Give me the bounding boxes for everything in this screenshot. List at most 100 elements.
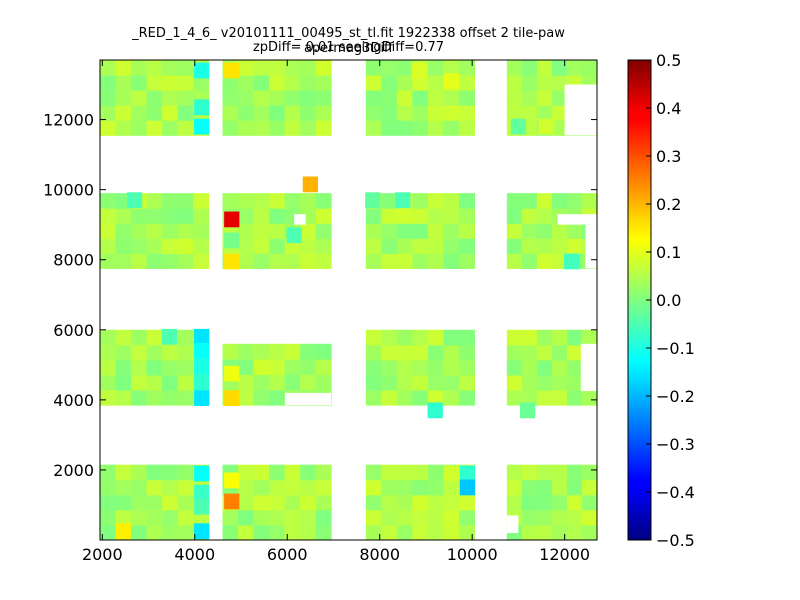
heatmap-cell <box>381 208 398 224</box>
heatmap-cell <box>536 390 553 406</box>
heatmap-cell <box>538 118 554 135</box>
heatmap-cell <box>300 253 317 269</box>
heatmap-cell <box>381 105 398 121</box>
heatmap-cell <box>177 494 194 511</box>
heatmap-cell <box>131 524 148 540</box>
heatmap-cell <box>300 90 317 106</box>
heatmap-cell <box>412 208 429 224</box>
heatmap-cell <box>581 509 597 526</box>
heatmap-cell <box>365 494 382 511</box>
heatmap-cell <box>177 329 194 346</box>
heatmap-cell <box>412 359 429 376</box>
heatmap-cell <box>427 494 444 511</box>
heatmap-cell <box>194 484 210 501</box>
heatmap-cell <box>412 494 429 511</box>
heatmap-cell <box>536 90 553 106</box>
chart-subtitle: zpDiff= 0.01 seeingDiff=0.77 <box>252 40 445 55</box>
heatmap-cell <box>443 390 460 406</box>
heatmap-cell <box>269 60 286 76</box>
heatmap-cell <box>253 75 270 91</box>
heatmap-cell <box>506 359 523 376</box>
heatmap-cell <box>222 193 239 209</box>
heatmap-cell <box>443 524 460 540</box>
heatmap-cell <box>381 359 398 376</box>
heatmap-cell <box>412 90 429 106</box>
heatmap-cell <box>162 60 179 76</box>
heatmap-cell <box>177 524 194 540</box>
colorbar-tick-label: 0.4 <box>656 99 681 118</box>
heatmap-cell <box>131 479 148 496</box>
heatmap-cell <box>146 390 163 406</box>
heatmap-cell <box>269 359 286 375</box>
heatmap-cell <box>365 344 382 361</box>
heatmap-cell <box>131 120 148 136</box>
heatmap-cell <box>365 524 382 540</box>
heatmap-cell <box>224 390 240 406</box>
heatmap-cell <box>551 494 568 511</box>
heatmap-cell <box>284 193 301 209</box>
heatmap-cell <box>224 62 240 79</box>
heatmap-cell <box>551 105 568 121</box>
empty-cell <box>564 84 597 136</box>
heatmap-cell <box>443 90 460 106</box>
heatmap-cell <box>115 359 132 376</box>
heatmap-cell <box>427 238 444 254</box>
heatmap-cell <box>427 390 444 406</box>
heatmap-cell <box>458 238 475 254</box>
heatmap-cell <box>146 344 163 361</box>
heatmap-cell <box>146 75 163 91</box>
heatmap-cell <box>315 494 332 511</box>
heatmap-cell <box>536 223 553 239</box>
heatmap-cell <box>365 464 382 481</box>
heatmap-cell <box>396 90 413 106</box>
heatmap-cell <box>396 75 413 91</box>
heatmap-cell <box>269 509 286 526</box>
y-tick-label: 12000 <box>43 111 94 130</box>
colorbar-tick-label: 0.5 <box>656 51 681 70</box>
heatmap-cell <box>381 390 398 406</box>
heatmap-cell <box>162 374 179 391</box>
y-tick-label: 8000 <box>53 251 94 270</box>
heatmap-cell <box>566 509 583 526</box>
heatmap-cell <box>411 62 427 79</box>
heatmap-cell <box>284 374 301 391</box>
heatmap-cell <box>521 329 538 346</box>
heatmap-cell <box>115 374 132 391</box>
heatmap-cell <box>458 509 475 526</box>
heatmap-cell <box>115 223 132 239</box>
heatmap-cell <box>253 120 270 136</box>
heatmap-cell <box>381 90 398 106</box>
heatmap-cell <box>177 374 194 391</box>
x-tick-label: 12000 <box>539 545 590 564</box>
heatmap-cell <box>381 223 398 239</box>
heatmap-cell <box>115 60 132 76</box>
heatmap-cell <box>100 223 117 239</box>
heatmap-cell <box>506 75 523 91</box>
heatmap-cell <box>194 465 210 482</box>
heatmap-cell <box>443 359 460 376</box>
heatmap-cell <box>222 75 239 91</box>
heatmap-cell <box>194 328 210 345</box>
heatmap-cell <box>536 374 553 391</box>
heatmap-cell <box>131 60 148 76</box>
heatmap-cell <box>427 193 444 209</box>
heatmap-cell <box>253 524 270 540</box>
heatmap-cell <box>536 329 553 346</box>
heatmap-cell <box>177 344 194 361</box>
heatmap-cell <box>365 90 382 106</box>
heatmap-cell <box>131 390 148 406</box>
heatmap-cell <box>238 359 255 375</box>
heatmap-cell <box>396 60 413 76</box>
heatmap-cell <box>381 524 398 540</box>
heatmap-cell <box>222 120 239 136</box>
heatmap-cell <box>365 359 382 376</box>
heatmap-cell <box>238 389 255 406</box>
heatmap-cell <box>315 238 332 254</box>
heatmap-cell <box>396 374 413 391</box>
heatmap-cell <box>551 344 568 361</box>
heatmap-cell <box>131 238 148 254</box>
heatmap-cell <box>566 494 583 511</box>
heatmap-cell <box>458 390 475 406</box>
heatmap-cells <box>100 60 597 540</box>
heatmap-cell <box>506 344 523 361</box>
